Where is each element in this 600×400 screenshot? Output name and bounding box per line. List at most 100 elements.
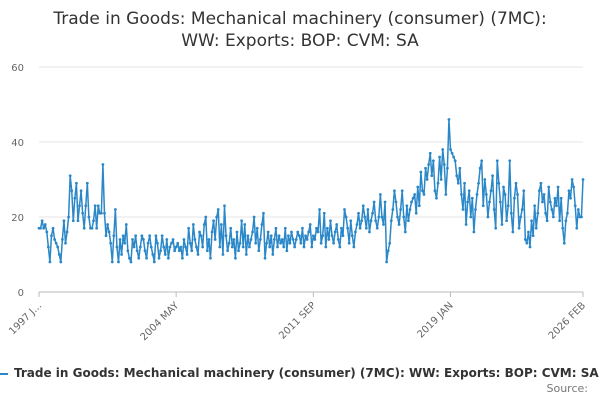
x-tick-label: 1997 J...: [7, 300, 44, 337]
source: Source:: [546, 382, 589, 395]
point: [377, 215, 381, 219]
point: [408, 208, 412, 211]
point: [403, 230, 407, 234]
point: [455, 174, 459, 178]
point: [358, 226, 362, 230]
point: [488, 200, 491, 204]
x-tick-label: 2011 SEP: [277, 300, 318, 341]
point: [319, 241, 323, 245]
point: [62, 219, 66, 223]
point: [430, 174, 434, 178]
point: [374, 219, 378, 223]
point: [442, 163, 446, 166]
point: [263, 256, 267, 260]
point: [335, 223, 339, 226]
point: [555, 204, 558, 208]
point: [354, 230, 357, 234]
point: [484, 193, 488, 196]
point: [305, 238, 309, 241]
point: [185, 253, 189, 256]
point: [318, 208, 321, 211]
point: [562, 241, 566, 245]
point: [196, 253, 200, 256]
point: [436, 181, 440, 185]
point: [570, 178, 574, 181]
point: [279, 241, 283, 245]
point: [148, 234, 152, 238]
point: [544, 211, 547, 215]
point: [268, 245, 272, 249]
point: [290, 230, 293, 234]
point: [162, 245, 166, 249]
point: [492, 208, 496, 211]
chart: 0 20 40 60 1997 J... 2004 MAY 2011 SEP 2019 JAN…: [7, 63, 588, 343]
point: [530, 219, 533, 223]
point: [449, 148, 452, 151]
point: [527, 230, 530, 234]
point: [285, 249, 289, 253]
point: [269, 234, 273, 238]
point: [369, 219, 373, 223]
point: [107, 230, 111, 234]
point: [545, 219, 549, 223]
point: [157, 256, 161, 260]
point: [188, 241, 192, 245]
point: [124, 223, 128, 226]
point: [43, 223, 47, 226]
point: [564, 219, 568, 223]
point: [327, 238, 331, 241]
point: [227, 241, 231, 245]
point: [76, 219, 80, 223]
point: [51, 226, 55, 230]
point: [40, 219, 44, 223]
point: [371, 211, 374, 215]
point: [160, 234, 164, 238]
point: [283, 226, 287, 230]
point: [171, 238, 175, 241]
point: [469, 215, 473, 219]
point: [383, 200, 387, 204]
point: [131, 238, 134, 241]
point: [224, 234, 228, 238]
point: [537, 189, 541, 193]
point: [101, 163, 105, 166]
point: [514, 181, 518, 185]
point: [502, 185, 505, 189]
legend: Trade in Goods: Mechanical machinery (co…: [0, 366, 599, 380]
point: [237, 249, 240, 253]
point: [117, 260, 120, 264]
point: [179, 245, 183, 249]
point: [56, 245, 60, 249]
point: [159, 249, 162, 253]
point: [344, 215, 348, 219]
point: [170, 241, 173, 245]
point: [255, 226, 259, 230]
y-tick-label: 20: [11, 213, 24, 224]
point: [425, 178, 429, 181]
point: [347, 241, 351, 245]
point: [103, 211, 106, 215]
point: [486, 215, 490, 219]
point: [463, 181, 466, 185]
point: [177, 249, 181, 253]
point: [410, 200, 413, 204]
point: [558, 219, 562, 223]
point: [498, 200, 502, 204]
point: [509, 211, 513, 215]
point: [251, 230, 254, 234]
y-tick-label: 60: [11, 63, 24, 74]
point: [311, 234, 315, 238]
point: [561, 226, 565, 230]
point: [422, 193, 426, 196]
point: [534, 226, 538, 230]
point: [325, 226, 329, 230]
point: [212, 219, 215, 223]
point: [201, 245, 205, 249]
point: [567, 189, 571, 193]
point: [87, 215, 91, 219]
point: [234, 256, 237, 260]
point: [286, 234, 290, 238]
point: [146, 241, 150, 245]
point: [64, 241, 67, 245]
point: [110, 260, 114, 264]
